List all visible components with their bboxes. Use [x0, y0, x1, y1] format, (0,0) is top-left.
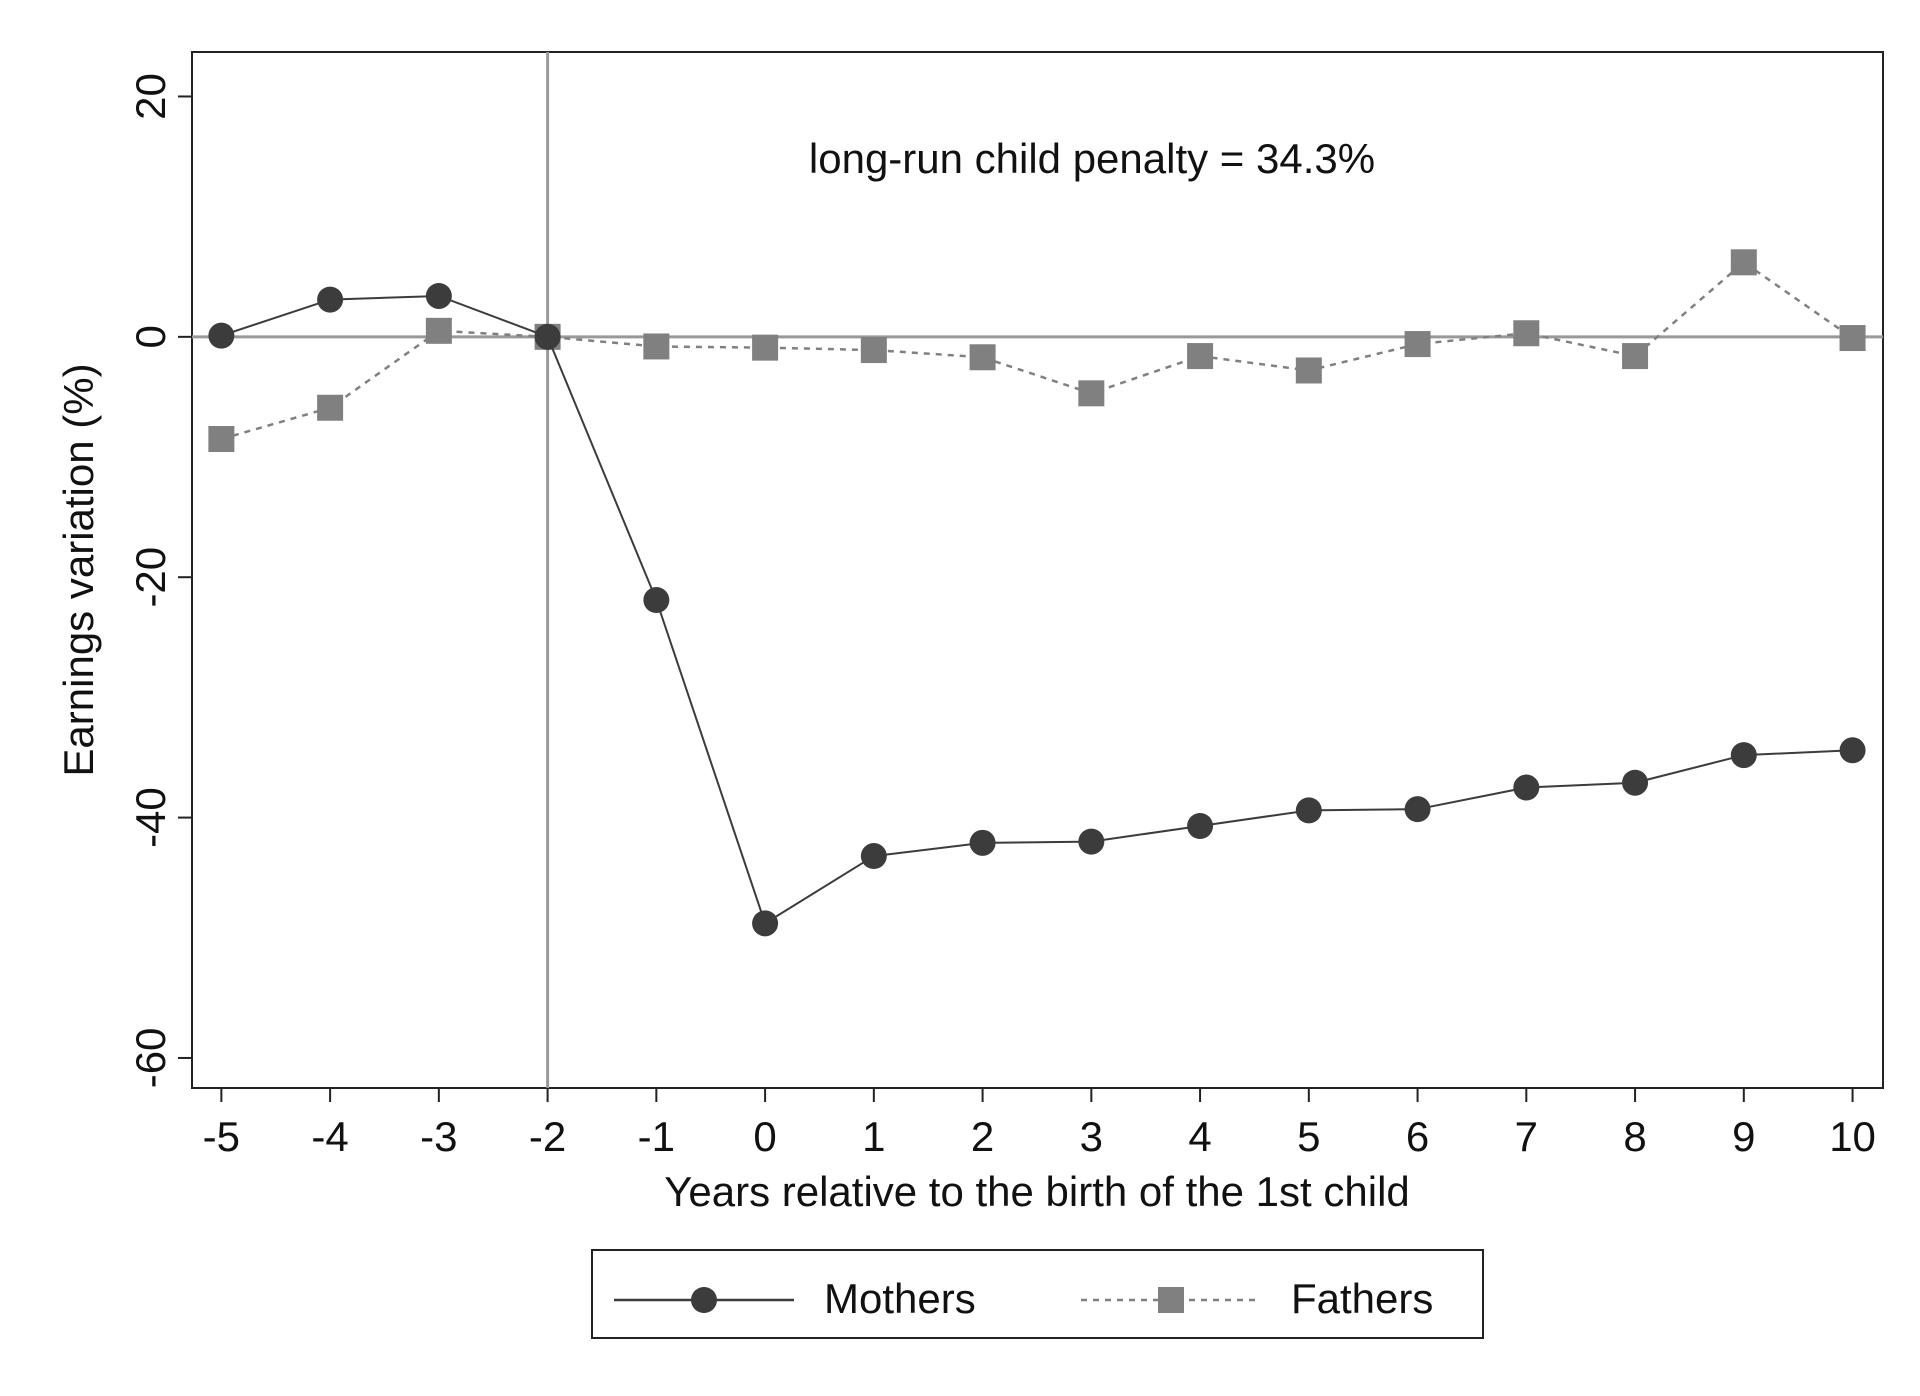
- marker: [1839, 737, 1866, 764]
- x-tick-label: 4: [1188, 1113, 1211, 1160]
- legend-marker: [691, 1287, 717, 1313]
- marker: [208, 322, 235, 349]
- marker: [1404, 331, 1431, 358]
- x-tick-label: -4: [311, 1113, 348, 1160]
- marker: [1404, 796, 1431, 823]
- y-axis-label: Earnings variation (%): [55, 363, 102, 776]
- x-tick-label: 1: [862, 1113, 885, 1160]
- x-tick-label: 2: [971, 1113, 994, 1160]
- marker: [534, 323, 561, 350]
- marker: [969, 344, 996, 371]
- marker: [643, 333, 670, 360]
- annotation: long-run child penalty = 34.3%: [809, 135, 1375, 182]
- x-tick-label: 7: [1515, 1113, 1538, 1160]
- marker: [1622, 769, 1649, 796]
- legend-label: Mothers: [824, 1275, 976, 1322]
- marker: [860, 843, 887, 870]
- marker: [1839, 325, 1866, 352]
- x-tick-label: 10: [1829, 1113, 1876, 1160]
- marker: [1622, 343, 1649, 370]
- y-tick-label: -20: [127, 547, 174, 608]
- x-tick-label: 3: [1080, 1113, 1103, 1160]
- x-tick-label: 8: [1623, 1113, 1646, 1160]
- marker: [1730, 249, 1757, 276]
- legend-marker: [1158, 1287, 1184, 1313]
- marker: [1730, 742, 1757, 769]
- x-tick-label: -2: [529, 1113, 566, 1160]
- marker: [1295, 357, 1322, 384]
- marker: [317, 286, 344, 313]
- x-tick-label: 0: [753, 1113, 776, 1160]
- y-tick-label: -60: [127, 1028, 174, 1089]
- marker: [752, 334, 779, 361]
- marker: [317, 394, 344, 421]
- marker: [643, 587, 670, 614]
- y-tick-label: 20: [127, 73, 174, 120]
- marker: [860, 337, 887, 364]
- marker: [1187, 343, 1214, 370]
- series-line: [221, 294, 1853, 925]
- y-tick-label: 0: [127, 325, 174, 348]
- marker: [969, 829, 996, 856]
- y-tick-label: -40: [127, 787, 174, 848]
- x-tick-label: -1: [638, 1113, 675, 1160]
- marker: [752, 910, 779, 937]
- x-tick-label: 9: [1732, 1113, 1755, 1160]
- marker: [1078, 828, 1105, 855]
- x-tick-label: -5: [203, 1113, 240, 1160]
- marker: [1187, 812, 1214, 839]
- marker: [1513, 320, 1540, 347]
- legend-label: Fathers: [1291, 1275, 1433, 1322]
- marker: [208, 425, 235, 452]
- legend-box: [591, 1249, 1484, 1339]
- x-tick-label: 6: [1406, 1113, 1429, 1160]
- series-line: [221, 260, 1854, 441]
- x-tick-label: -3: [420, 1113, 457, 1160]
- x-tick-label: 5: [1297, 1113, 1320, 1160]
- plot-frame: [191, 51, 1884, 1089]
- x-axis-label: Years relative to the birth of the 1st c…: [664, 1168, 1410, 1215]
- marker: [1295, 797, 1322, 824]
- marker: [1513, 774, 1540, 801]
- marker: [425, 317, 452, 344]
- marker: [425, 282, 452, 309]
- marker: [1078, 380, 1105, 407]
